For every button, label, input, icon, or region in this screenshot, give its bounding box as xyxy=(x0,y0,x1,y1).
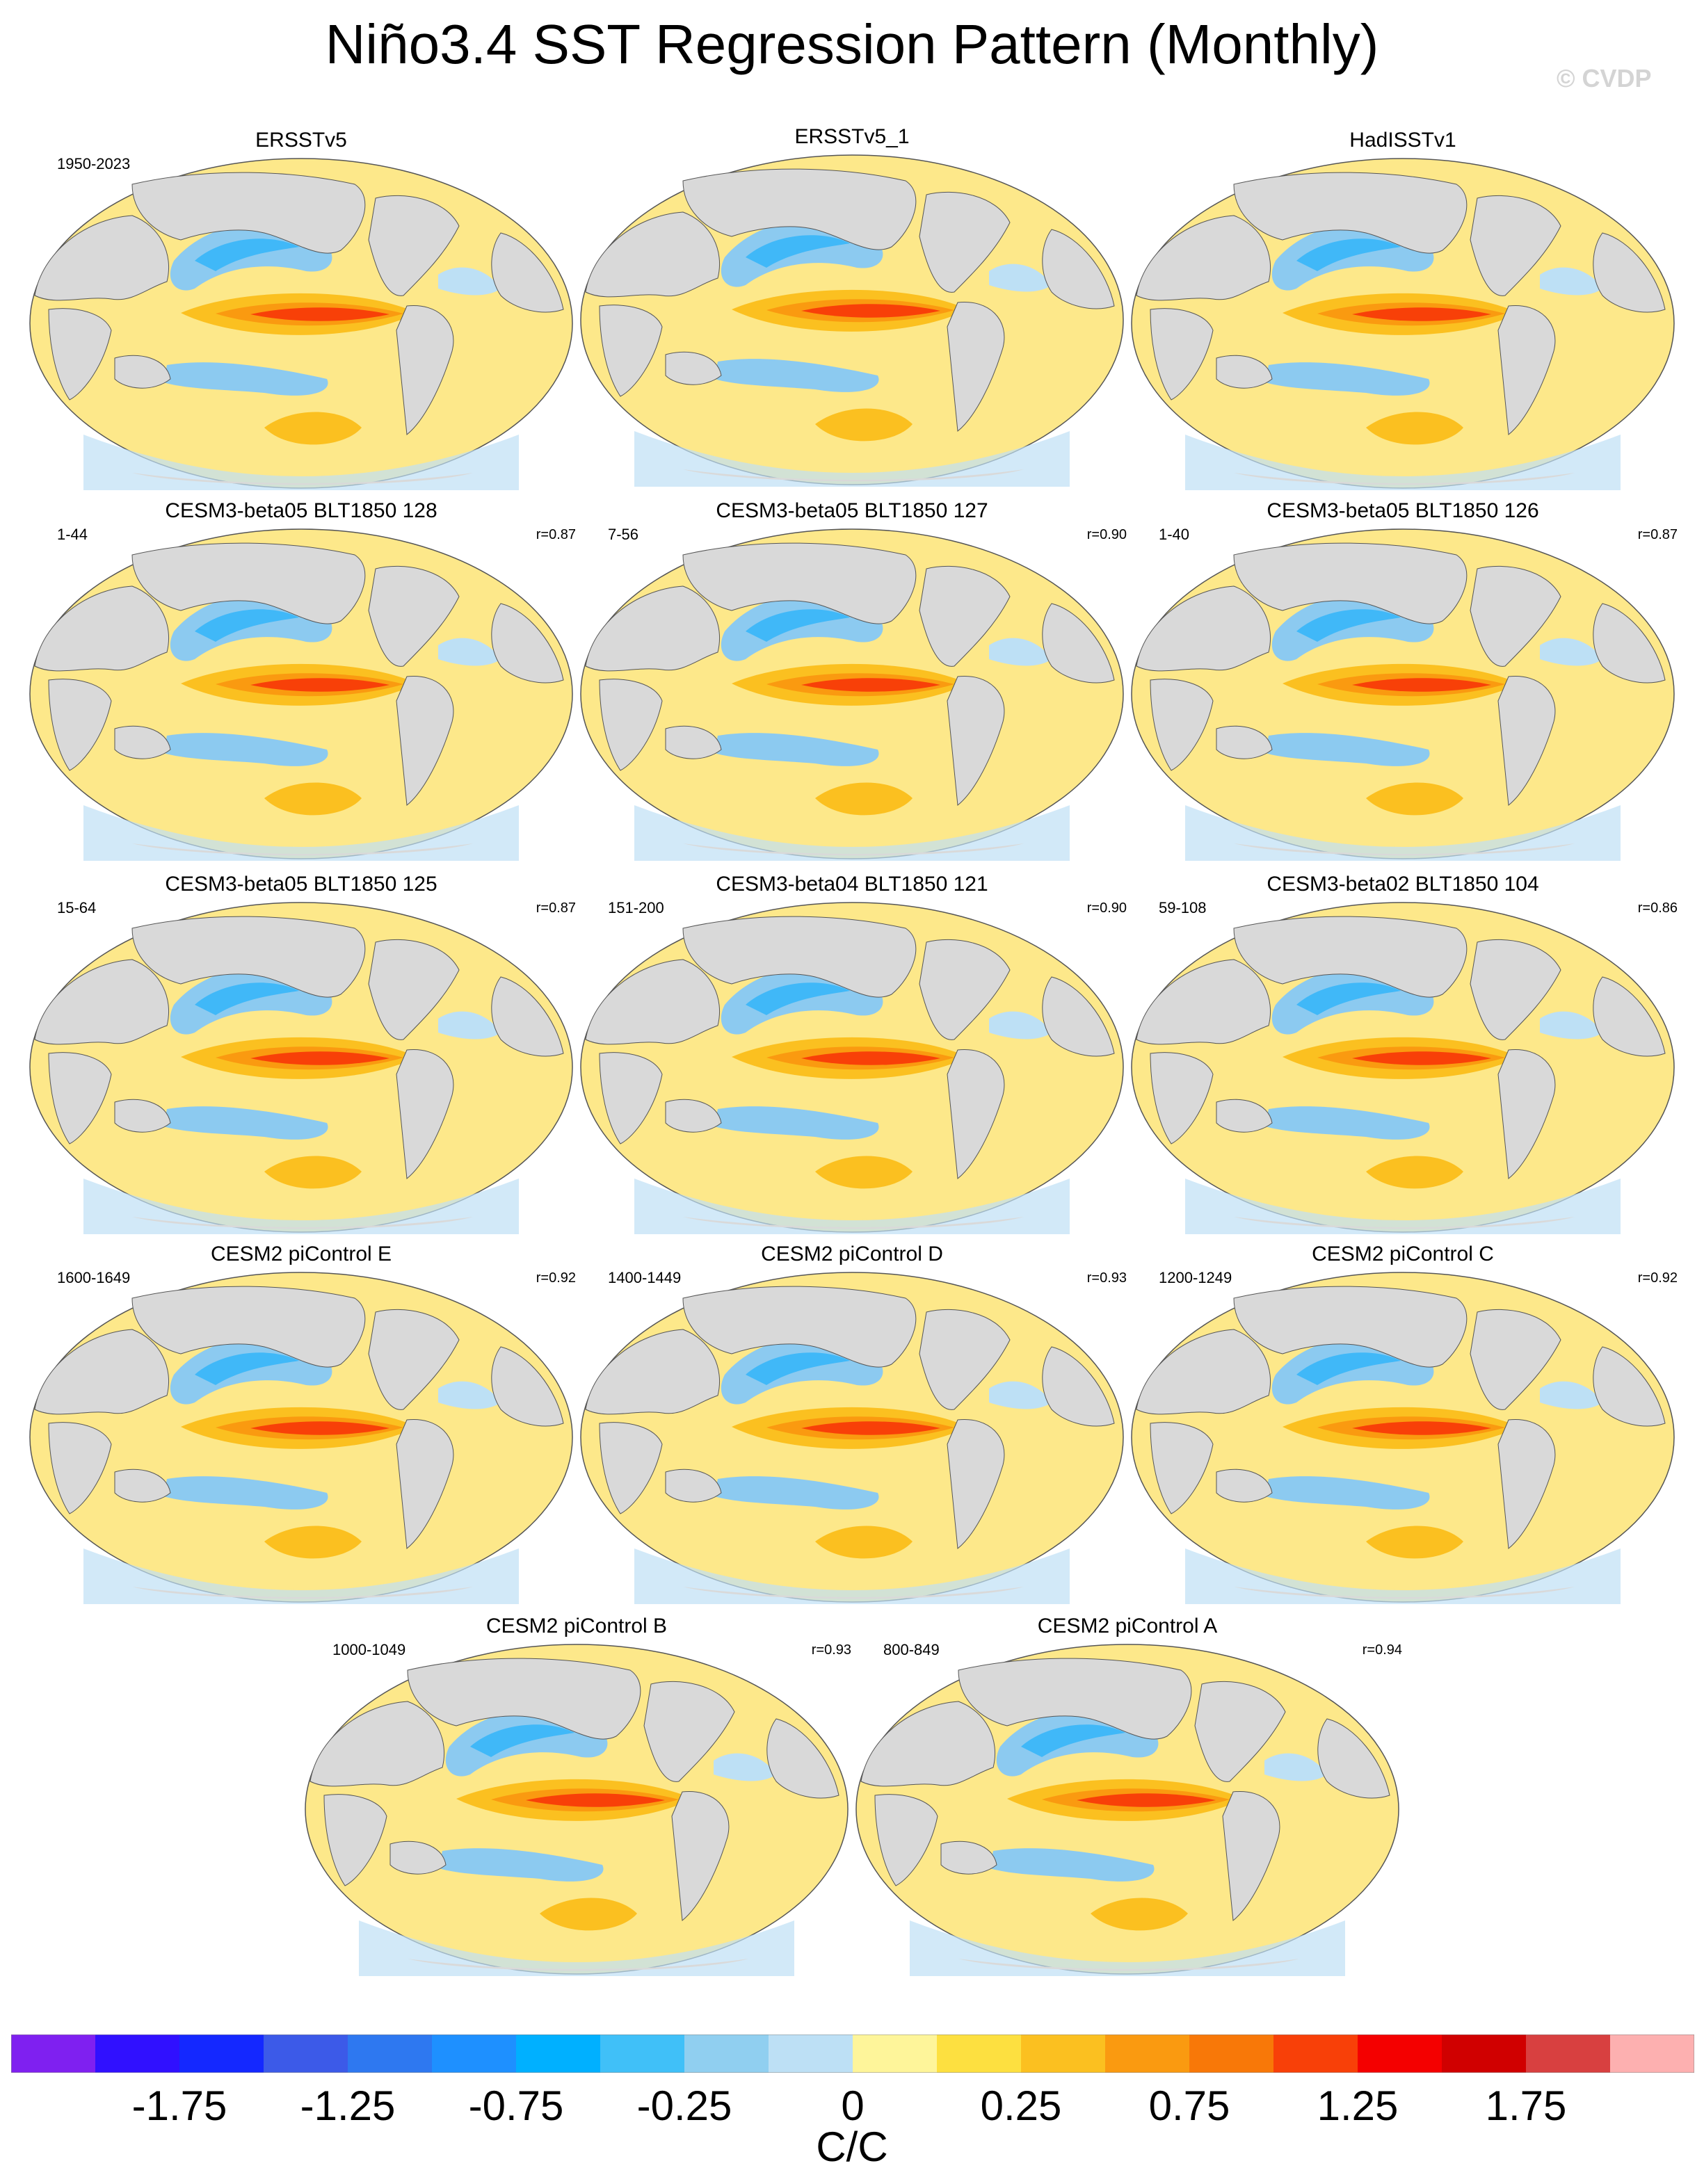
period-label: 1-40 xyxy=(1159,526,1190,543)
period-label: 1000-1049 xyxy=(332,1641,406,1658)
colorbar-swatch xyxy=(179,2035,264,2073)
sst-map xyxy=(28,527,574,861)
sst-map xyxy=(579,153,1125,487)
map-panel-2: ERSSTv5_1 xyxy=(577,125,1127,515)
colorbar-swatch xyxy=(432,2035,517,2073)
panel-title: CESM3-beta05 BLT1850 128 xyxy=(165,499,437,522)
panel-title: ERSSTv5 xyxy=(255,129,347,152)
colorbar-tick-label: -0.75 xyxy=(468,2082,564,2129)
colorbar-swatch xyxy=(95,2035,180,2073)
correlation-label: r=0.93 xyxy=(811,1642,851,1658)
period-label: 7-56 xyxy=(608,526,639,543)
panel-title: CESM3-beta02 BLT1850 104 xyxy=(1267,873,1539,896)
sst-map xyxy=(28,1270,574,1604)
map-panel-6: CESM3-beta05 BLT1850 126 1-40 r=0.87 xyxy=(1128,499,1678,889)
sst-map xyxy=(28,900,574,1234)
map-panel-1: ERSSTv5 1950-2023 xyxy=(26,129,576,518)
sst-map xyxy=(579,1270,1125,1604)
panel-title: CESM3-beta05 BLT1850 126 xyxy=(1267,499,1539,522)
colorbar-swatch xyxy=(1610,2035,1694,2073)
map-panel-5: CESM3-beta05 BLT1850 127 7-56 r=0.90 xyxy=(577,499,1127,889)
colorbar-tick-label: 1.75 xyxy=(1485,2082,1567,2129)
colorbar-swatch xyxy=(937,2035,1022,2073)
colorbar-tick-label: 0.25 xyxy=(980,2082,1062,2129)
period-label: 800-849 xyxy=(883,1641,940,1658)
colorbar-tick-label: -1.75 xyxy=(131,2082,227,2129)
correlation-label: r=0.87 xyxy=(1637,527,1678,542)
page-title: Niño3.4 SST Regression Pattern (Monthly) xyxy=(325,13,1379,75)
correlation-label: r=0.87 xyxy=(536,527,576,542)
period-label: 1200-1249 xyxy=(1159,1269,1232,1286)
sst-map xyxy=(303,1642,850,1976)
sst-map xyxy=(28,156,574,490)
colorbar-swatch xyxy=(1526,2035,1611,2073)
sst-map xyxy=(1130,527,1676,861)
colorbar-swatch xyxy=(1021,2035,1106,2073)
colorbar-swatch xyxy=(348,2035,433,2073)
period-label: 1950-2023 xyxy=(57,155,131,172)
map-panel-10: CESM2 piControl E 1600-1649 r=0.92 xyxy=(26,1243,576,1632)
colorbar-swatch xyxy=(516,2035,601,2073)
correlation-label: r=0.87 xyxy=(536,900,576,916)
correlation-label: r=0.93 xyxy=(1086,1270,1127,1286)
period-label: 15-64 xyxy=(57,899,97,916)
map-panel-12: CESM2 piControl C 1200-1249 r=0.92 xyxy=(1128,1243,1678,1632)
period-label: 59-108 xyxy=(1159,899,1207,916)
period-label: 1600-1649 xyxy=(57,1269,131,1286)
panel-title: CESM3-beta05 BLT1850 125 xyxy=(165,873,437,896)
colorbar-swatch xyxy=(1442,2035,1527,2073)
panel-title: CESM3-beta05 BLT1850 127 xyxy=(716,499,988,522)
colorbar xyxy=(11,2035,1694,2073)
map-panel-4: CESM3-beta05 BLT1850 128 1-44 r=0.87 xyxy=(26,499,576,889)
map-panel-11: CESM2 piControl D 1400-1449 r=0.93 xyxy=(577,1243,1127,1632)
sst-map xyxy=(579,527,1125,861)
correlation-label: r=0.94 xyxy=(1362,1642,1402,1658)
map-panel-9: CESM3-beta02 BLT1850 104 59-108 r=0.86 xyxy=(1128,873,1678,1262)
correlation-label: r=0.86 xyxy=(1637,900,1678,916)
panel-title: CESM2 piControl E xyxy=(210,1243,392,1265)
panel-title: CESM3-beta04 BLT1850 121 xyxy=(716,873,988,896)
colorbar-swatch xyxy=(264,2035,348,2073)
colorbar-swatch xyxy=(1273,2035,1358,2073)
correlation-label: r=0.90 xyxy=(1086,900,1127,916)
colorbar-tick-label: -0.25 xyxy=(636,2082,732,2129)
correlation-label: r=0.92 xyxy=(536,1270,576,1286)
colorbar-units: C/C xyxy=(816,2124,888,2170)
panel-title: HadISSTv1 xyxy=(1349,129,1456,152)
map-panel-14: CESM2 piControl A 800-849 r=0.94 xyxy=(853,1615,1402,2004)
period-label: 1400-1449 xyxy=(608,1269,682,1286)
panel-title: CESM2 piControl A xyxy=(1037,1615,1218,1637)
map-panel-13: CESM2 piControl B 1000-1049 r=0.93 xyxy=(302,1615,851,2004)
colorbar-swatch xyxy=(11,2035,96,2073)
colorbar-tick-label: -1.25 xyxy=(300,2082,396,2129)
correlation-label: r=0.90 xyxy=(1086,527,1127,542)
colorbar-swatch xyxy=(600,2035,685,2073)
period-label: 151-200 xyxy=(608,899,664,916)
colorbar-tick-label: 0 xyxy=(841,2082,865,2129)
panel-title: CESM2 piControl B xyxy=(485,1615,668,1637)
watermark: © CVDP xyxy=(1557,64,1652,92)
panel-title: ERSSTv5_1 xyxy=(794,125,910,148)
sst-map xyxy=(579,900,1125,1234)
sst-map xyxy=(854,1642,1401,1976)
colorbar-swatch xyxy=(1358,2035,1442,2073)
panel-title: CESM2 piControl C xyxy=(1312,1243,1494,1265)
map-panel-8: CESM3-beta04 BLT1850 121 151-200 r=0.90 xyxy=(577,873,1127,1262)
colorbar-tick-label: 1.25 xyxy=(1317,2082,1399,2129)
colorbar-swatch xyxy=(684,2035,769,2073)
colorbar-swatch xyxy=(1189,2035,1274,2073)
sst-map xyxy=(1130,1270,1676,1604)
colorbar-tick-label: 0.75 xyxy=(1148,2082,1230,2129)
panel-title: CESM2 piControl D xyxy=(761,1243,943,1265)
colorbar-swatch xyxy=(1105,2035,1190,2073)
sst-map xyxy=(1130,900,1676,1234)
correlation-label: r=0.92 xyxy=(1637,1270,1678,1286)
sst-map xyxy=(1130,156,1676,490)
colorbar-swatch xyxy=(769,2035,853,2073)
map-panel-3: HadISSTv1 xyxy=(1128,129,1678,518)
period-label: 1-44 xyxy=(57,526,88,543)
colorbar-swatch xyxy=(853,2035,938,2073)
map-panel-7: CESM3-beta05 BLT1850 125 15-64 r=0.87 xyxy=(26,873,576,1262)
